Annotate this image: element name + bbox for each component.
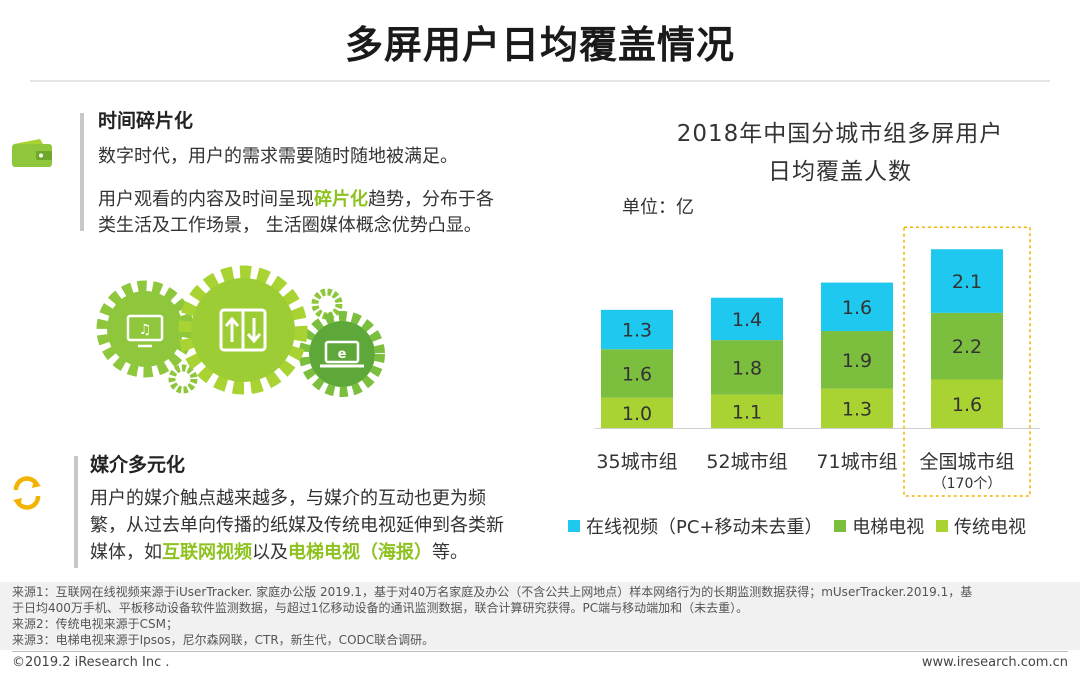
bar-segment-online-video	[821, 282, 893, 332]
upload-download-icon	[219, 308, 267, 352]
title-divider	[30, 80, 1050, 82]
legend-swatch-elevator-tv	[834, 520, 847, 532]
bar-segment-traditional-tv	[711, 394, 783, 428]
category-label: 35城市组	[596, 451, 677, 473]
text-segment: 以及	[252, 542, 288, 563]
highlight-box	[903, 226, 1031, 497]
legend-label: 在线视频（PC+移动未去重）	[586, 517, 823, 538]
data-label: 1.4	[732, 309, 762, 331]
text-segment: 等。	[432, 542, 468, 563]
music-screen-icon: ♫	[126, 314, 164, 348]
data-label: 1.6	[842, 297, 872, 319]
section-text-line: 用户观看的内容及时间呈现碎片化趋势，分布于各	[98, 187, 494, 213]
sources-box: 来源1：互联网在线视频来源于iUserTracker. 家庭办公版 2019.1…	[0, 582, 1080, 650]
legend-swatch-online-video	[568, 520, 580, 532]
gear-illustration: ♫ e	[96, 265, 385, 397]
gear-small-bottom	[168, 364, 198, 394]
data-label: 1.3	[842, 398, 872, 420]
section-divider-bar	[80, 113, 84, 231]
source-line: 来源2：传统电视来源于CSM；	[12, 617, 178, 631]
legend-label: 传统电视	[953, 517, 1026, 538]
data-label: 2.1	[952, 271, 982, 293]
refresh-icon	[13, 476, 41, 510]
category-label: 全国城市组	[919, 451, 1014, 473]
section-text-line: 类生活及工作场景， 生活圈媒体概念优势凸显。	[98, 215, 482, 236]
section-text-line: 用户的媒介触点越来越多，与媒介的互动也更为频	[90, 488, 486, 509]
browser-laptop-icon: e	[320, 340, 364, 368]
section-heading-diversification: 媒介多元化	[90, 454, 186, 476]
legend-item-online-video: 在线视频（PC+移动未去重）	[568, 513, 823, 539]
page-title: 多屏用户日均覆盖情况	[344, 23, 735, 67]
bar-segment-online-video	[931, 249, 1003, 313]
chart-unit-label: 单位：亿	[622, 197, 694, 218]
section-text-line: 繁，从过去单向传播的纸媒及传统电视延伸到各类新	[90, 515, 504, 536]
highlight-text: 碎片化	[314, 189, 368, 210]
data-label: 1.3	[622, 320, 652, 342]
chart-title-line2: 日均覆盖人数	[768, 159, 912, 185]
bar-segment-elevator-tv	[711, 340, 783, 395]
copyright-text: ©2019.2 iResearch Inc .	[12, 655, 170, 670]
category-label: 71城市组	[816, 451, 897, 473]
gear-right	[299, 311, 385, 397]
legend-label: 电梯电视	[852, 517, 925, 538]
source-line: 于日均400万手机、平板移动设备软件监测数据，与超过1亿移动设备的通讯监测数据，…	[12, 601, 749, 615]
text-segment: 媒体，如	[90, 542, 162, 563]
bar-segment-traditional-tv	[601, 397, 673, 428]
category-sublabel: （170个）	[933, 476, 1002, 492]
bar-segment-elevator-tv	[601, 349, 673, 398]
stacked-bar-chart: 单位：亿 1.0 1.6 1.3 35城市组 1.1 1.8 1.4 52城市组 1.3 1.9 1.…	[595, 197, 1040, 497]
bar-segment-online-video	[711, 297, 783, 341]
gear-small-top	[311, 288, 343, 320]
text-segment: 趋势，分布于各	[368, 189, 494, 210]
footer-divider	[12, 651, 1068, 652]
category-label: 52城市组	[706, 451, 787, 473]
highlight-text: 互联网视频	[162, 542, 252, 563]
chart-title-line1: 2018年中国分城市组多屏用户	[676, 121, 1004, 147]
data-label: 1.0	[622, 403, 652, 425]
bar-segment-traditional-tv	[821, 388, 893, 428]
section-text-line: 数字时代，用户的需求需要随时随地被满足。	[98, 146, 458, 167]
data-label: 2.2	[952, 336, 982, 358]
bar-segment-traditional-tv	[931, 379, 1003, 428]
source-line: 来源3：电梯电视来源于Ipsos，尼尔森网联，CTR，新生代，CODC联合调研。	[12, 633, 435, 647]
section-heading-fragmentation: 时间碎片化	[98, 110, 194, 132]
data-label: 1.9	[842, 350, 872, 372]
source-line: 来源1：互联网在线视频来源于iUserTracker. 家庭办公版 2019.1…	[12, 585, 973, 599]
legend-item-elevator-tv: 电梯电视	[834, 513, 924, 539]
website-url: www.iresearch.com.cn	[921, 655, 1068, 670]
legend-swatch-traditional-tv	[935, 520, 948, 532]
text-segment: 用户观看的内容及时间呈现	[98, 189, 314, 210]
data-label: 1.6	[952, 394, 982, 416]
section-divider-bar	[74, 456, 78, 568]
chart-legend: 在线视频（PC+移动未去重） 电梯电视 传统电视	[568, 513, 1032, 539]
data-label: 1.6	[622, 363, 652, 385]
section-text-line: 媒体，如互联网视频以及电梯电视（海报）等。	[90, 540, 468, 566]
svg-text:e: e	[338, 347, 347, 362]
bar-segment-online-video	[601, 309, 673, 350]
wallet-icon	[12, 139, 52, 167]
data-label: 1.1	[732, 401, 762, 423]
data-label: 1.8	[732, 357, 762, 379]
bar-segment-elevator-tv	[821, 331, 893, 389]
bar-segment-elevator-tv	[931, 312, 1003, 380]
svg-text:♫: ♫	[139, 322, 152, 338]
legend-item-traditional-tv: 传统电视	[935, 513, 1026, 539]
highlight-text: 电梯电视（海报）	[288, 542, 432, 563]
